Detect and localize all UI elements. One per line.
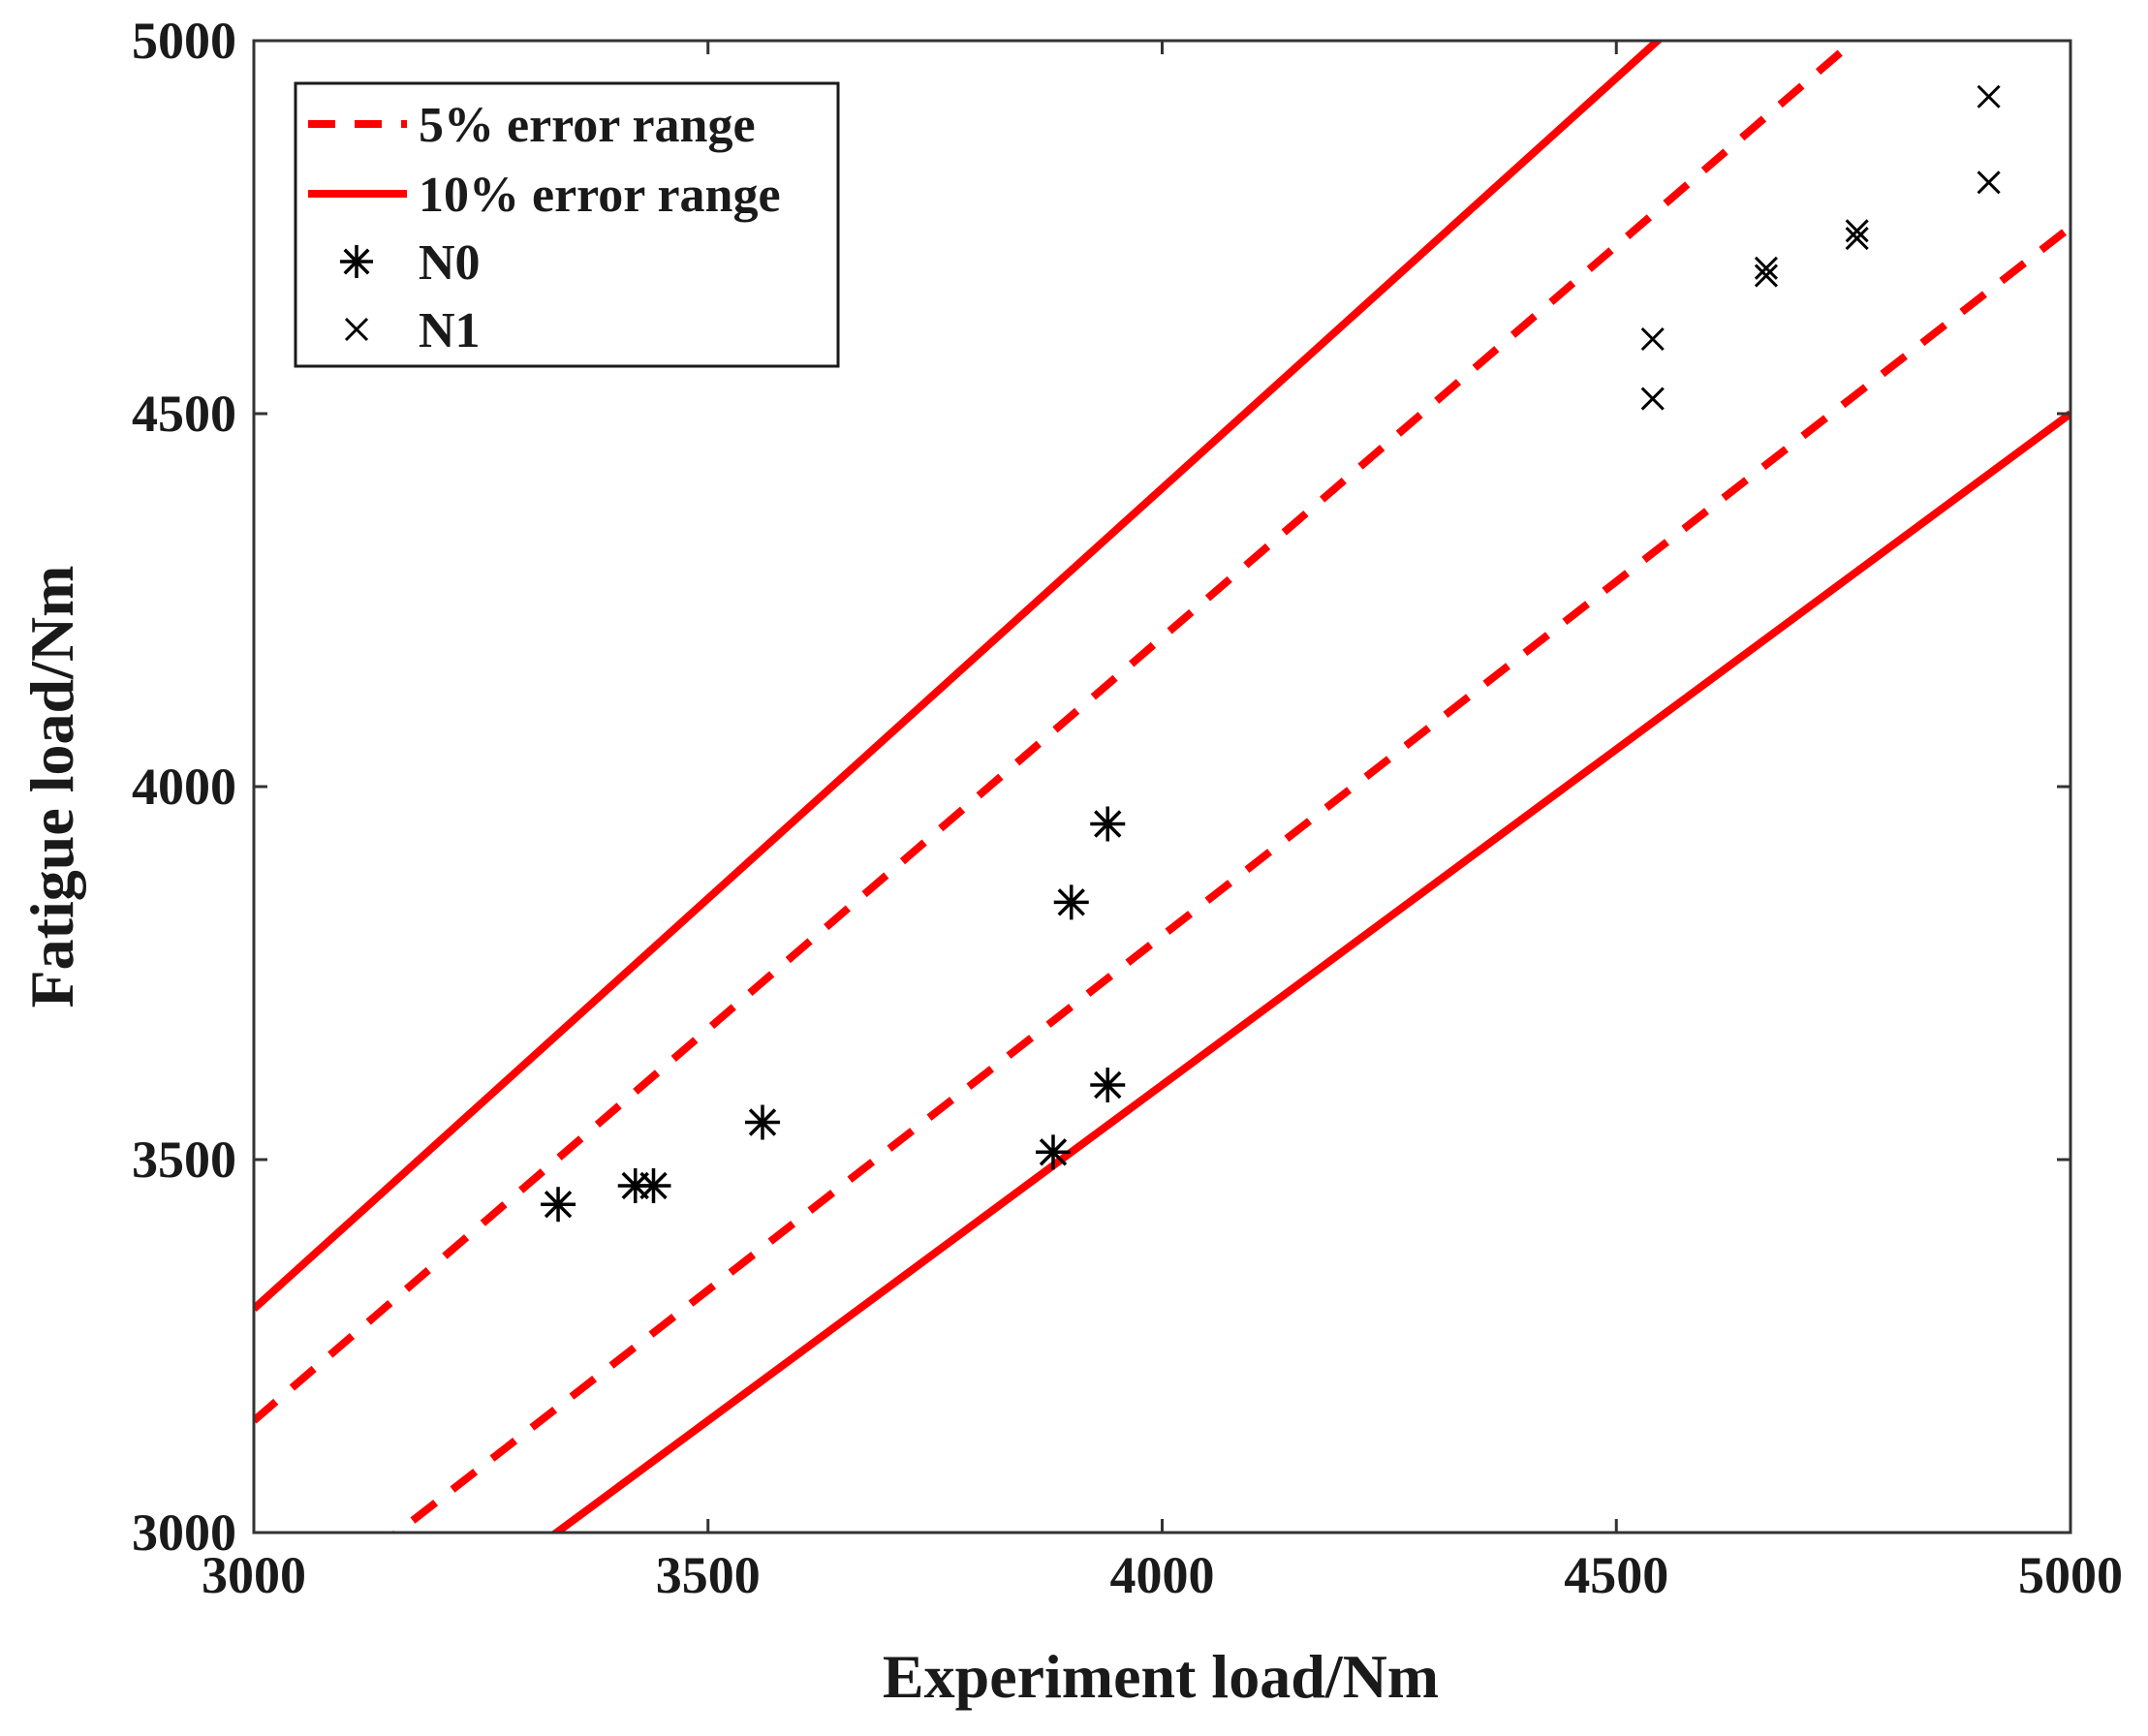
data-point-n0 [1053,884,1089,920]
x-tick-label: 5000 [2018,1546,2123,1604]
data-point-n1 [1754,256,1778,280]
data-point-n0 [1090,806,1126,842]
x-tick-label: 3000 [202,1546,306,1604]
data-point-n1 [1640,326,1665,352]
x-tick-label: 3500 [656,1546,761,1604]
data-point-n1 [1845,219,1869,243]
y-tick-label: 5000 [132,12,236,70]
series-n0 [541,806,1126,1223]
y-tick-label: 4500 [132,385,236,443]
x-tick-label: 4500 [1564,1546,1668,1604]
legend-asterisk-marker [340,245,373,278]
error-range-lines [254,41,2070,1533]
x-axis-label: Experiment load/Nm [883,1642,1439,1711]
data-point-n0 [1090,1068,1126,1102]
solid-error-line-upper [254,41,1664,1312]
legend-label: N1 [419,303,481,358]
legend-label: 5% error range [419,98,756,153]
series-n1 [1640,84,2001,411]
data-point-n0 [636,1167,671,1203]
data-point-n0 [1036,1134,1071,1170]
legend-entry: N0 [340,235,481,291]
y-tick-label: 4000 [132,758,236,816]
legend-label: N0 [419,235,481,291]
data-point-n1 [1845,226,1869,251]
legend-x-marker [344,317,369,342]
y-tick-label: 3000 [132,1504,236,1562]
data-point-n1 [1977,84,2001,108]
legend-entry: 10% error range [308,168,781,223]
solid-error-line-lower [549,410,2070,1533]
data-point-n1 [1977,170,2001,195]
axis-labels: Experiment load/Nm Fatigue load/Nm [17,566,1439,1711]
y-tick-label: 3500 [132,1131,236,1189]
legend-label: 10% error range [419,168,781,223]
data-point-n0 [745,1104,780,1140]
axes: 3000 3500 4000 4500 5000 3000 3500 4000 4500 5000 [132,12,2123,1604]
dashed-error-line-lower [390,224,2070,1533]
y-axis-label: Fatigue load/Nm [17,566,86,1008]
legend-entry: N1 [344,303,481,358]
data-point-n0 [541,1187,576,1223]
data-point-n1 [1754,264,1778,288]
legend-entry: 5% error range [308,98,756,153]
data-series [541,84,2001,1223]
x-tick-label: 4000 [1110,1546,1215,1604]
legend: 5% error range 10% error range N0 N1 [294,81,840,368]
legend-box [294,81,840,368]
data-point-n1 [1640,387,1665,411]
